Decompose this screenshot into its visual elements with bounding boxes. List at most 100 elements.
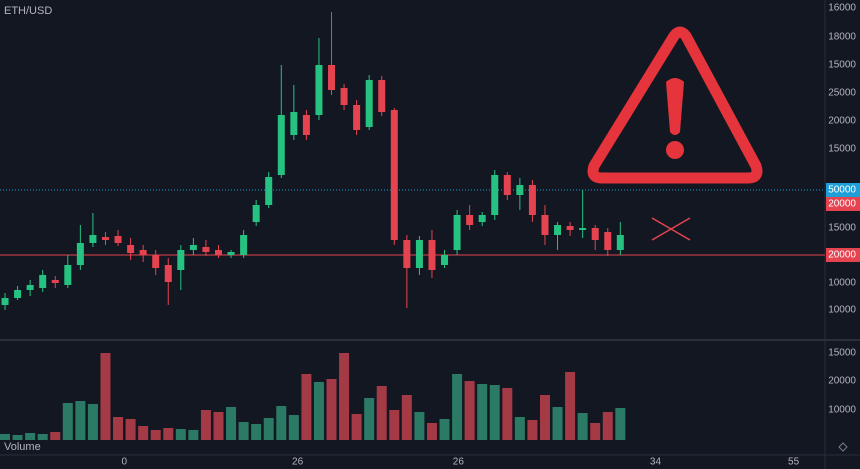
candle-body bbox=[528, 185, 536, 215]
settings-icon bbox=[838, 442, 848, 452]
volume-bar bbox=[527, 420, 538, 440]
volume-bar bbox=[87, 404, 98, 440]
volume-tick-label: 15000 bbox=[828, 348, 856, 359]
volume-bar bbox=[414, 412, 425, 440]
candle-body bbox=[39, 275, 47, 288]
volume-bar bbox=[288, 415, 299, 440]
volume-bar bbox=[326, 379, 337, 440]
price-badge-label: 20000 bbox=[828, 250, 856, 261]
volume-bar bbox=[489, 385, 500, 440]
volume-bar bbox=[213, 412, 224, 440]
volume-bar bbox=[477, 384, 488, 440]
candle-body bbox=[265, 177, 273, 205]
candle-body bbox=[227, 252, 235, 255]
price-badge-label: 50000 bbox=[828, 185, 856, 196]
y-tick-label: 20000 bbox=[828, 116, 856, 127]
volume-bar bbox=[263, 418, 274, 440]
candle-body bbox=[26, 285, 34, 290]
candle-body bbox=[365, 80, 373, 127]
volume-bar bbox=[615, 408, 626, 440]
volume-bar bbox=[389, 410, 400, 440]
candle-body bbox=[415, 240, 423, 268]
volume-bar bbox=[426, 423, 437, 440]
candle-body bbox=[441, 255, 449, 265]
candle-body bbox=[139, 250, 147, 255]
candle-body bbox=[202, 247, 210, 252]
candle-body bbox=[328, 65, 336, 90]
price-badge bbox=[826, 183, 860, 197]
candle-body bbox=[428, 240, 436, 270]
candle-body bbox=[14, 290, 22, 298]
volume-bar bbox=[514, 417, 525, 440]
candle-body bbox=[114, 236, 122, 243]
volume-bar bbox=[251, 424, 262, 440]
volume-bar bbox=[602, 412, 613, 440]
candle-body bbox=[51, 280, 59, 283]
candle-body bbox=[152, 255, 160, 268]
cross-icon bbox=[651, 217, 691, 241]
volume-tick-label: 10000 bbox=[828, 405, 856, 416]
volume-bar bbox=[301, 374, 312, 440]
candle-body bbox=[566, 226, 574, 230]
candle-body bbox=[403, 240, 411, 268]
volume-tick-label: 20000 bbox=[828, 376, 856, 387]
candle-body bbox=[340, 88, 348, 105]
candle-body bbox=[101, 237, 109, 240]
volume-bar bbox=[50, 432, 61, 440]
candle-body bbox=[252, 205, 260, 222]
candle-body bbox=[315, 65, 323, 115]
y-tick-label: 18000 bbox=[828, 32, 856, 43]
candle-body bbox=[378, 80, 386, 112]
volume-bar bbox=[565, 372, 576, 440]
volume-bar bbox=[351, 414, 362, 440]
candle-body bbox=[240, 235, 248, 255]
candle-body bbox=[478, 215, 486, 222]
x-tick-label: 26 bbox=[292, 457, 304, 468]
volume-bar bbox=[12, 435, 23, 440]
candle-body bbox=[516, 185, 524, 195]
volume-bar bbox=[364, 398, 375, 440]
candle-body bbox=[214, 250, 222, 255]
volume-bar bbox=[577, 413, 588, 440]
y-tick-label: 16000 bbox=[828, 3, 856, 14]
volume-bar bbox=[113, 417, 124, 440]
volume-bar bbox=[238, 422, 249, 440]
price-badge bbox=[826, 248, 860, 262]
candle-body bbox=[491, 175, 499, 215]
price-badge-label: 20000 bbox=[828, 199, 856, 210]
y-tick-label: 15000 bbox=[828, 60, 856, 71]
volume-bar bbox=[590, 423, 601, 440]
candle-body bbox=[302, 115, 310, 135]
x-tick-label: 0 bbox=[122, 457, 128, 468]
volume-bar bbox=[339, 353, 350, 440]
candle-body bbox=[177, 250, 185, 270]
volume-bar bbox=[125, 419, 136, 440]
volume-bar bbox=[539, 395, 550, 440]
candle-body bbox=[290, 112, 298, 135]
volume-bar bbox=[276, 406, 287, 440]
candle-body bbox=[503, 175, 511, 195]
volume-bar bbox=[163, 428, 174, 440]
volume-label: Volume bbox=[4, 441, 41, 453]
volume-bar bbox=[452, 374, 463, 440]
volume-bar bbox=[0, 434, 11, 440]
candle-body bbox=[89, 235, 97, 243]
volume-bar bbox=[25, 433, 36, 440]
x-tick-label: 26 bbox=[453, 457, 465, 468]
volume-bar bbox=[62, 403, 73, 440]
volume-bar bbox=[226, 407, 237, 440]
y-tick-label: 25000 bbox=[828, 88, 856, 99]
candle-body bbox=[554, 225, 562, 235]
volume-bar bbox=[188, 430, 199, 440]
volume-bar bbox=[464, 381, 475, 440]
warning-icon bbox=[587, 26, 763, 184]
candle-body bbox=[1, 298, 9, 305]
candle-body bbox=[189, 245, 197, 250]
candle-body bbox=[453, 215, 461, 250]
candle-body bbox=[541, 215, 549, 235]
candle-body bbox=[277, 115, 285, 175]
x-tick-label: 34 bbox=[650, 457, 662, 468]
symbol-title: ETH/USD bbox=[4, 5, 52, 17]
candle-body bbox=[64, 265, 72, 285]
